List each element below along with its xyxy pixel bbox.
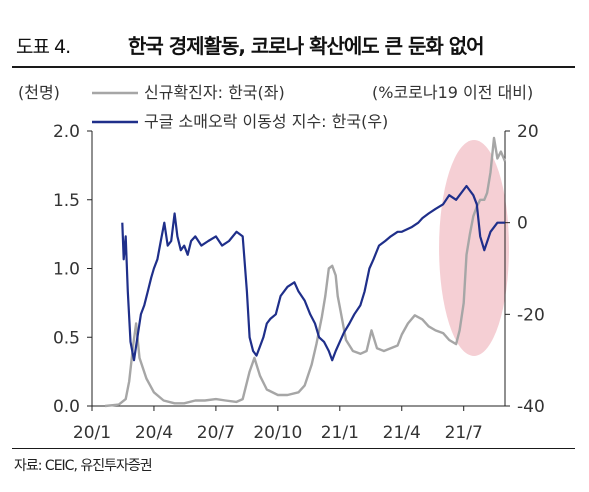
legend: 신규확진자: 한국(좌) 구글 소매오락 이동성 지수: 한국(우) (%코로나19… (92, 83, 533, 131)
left-tick-label: 0.5 (53, 328, 80, 348)
x-tick-label: 21/4 (383, 423, 421, 443)
x-tick-label: 20/4 (135, 423, 173, 443)
axes: 0.0 0.5 1.0 1.5 2.0 -40 -20 0 20 20/1 20/4 20/7 20/1… (53, 122, 545, 443)
left-tick-label: 2.0 (53, 122, 80, 142)
series-layer (104, 136, 507, 408)
right-axis-unit: (%코로나19 이전 대비) (372, 83, 533, 102)
series-line-new-cases (104, 136, 507, 408)
x-tick-label: 21/1 (321, 423, 359, 443)
source-rule (12, 448, 575, 449)
series-line-mobility (121, 184, 505, 362)
right-tick-label: -20 (517, 305, 545, 325)
source-note: 자료: CEIC, 유진투자증권 (14, 458, 153, 474)
right-tick-label: -40 (517, 397, 545, 417)
x-tick-label: 20/1 (73, 423, 111, 443)
left-axis-unit: (천명) (18, 83, 60, 102)
right-tick-label: 20 (517, 122, 539, 142)
figure-title: 한국 경제활동, 코로나 확산에도 큰 둔화 없어 (128, 34, 485, 58)
left-tick-label: 0.0 (53, 397, 80, 417)
legend-label: 구글 소매오락 이동성 지수: 한국(우) (144, 112, 388, 131)
left-tick-label: 1.0 (53, 260, 80, 280)
legend-label: 신규확진자: 한국(좌) (144, 83, 285, 102)
highlight-ellipse (439, 140, 509, 356)
highlight-layer (439, 140, 509, 356)
x-tick-label: 21/7 (445, 423, 483, 443)
figure-label: 도표 4. (16, 36, 71, 58)
x-tick-label: 20/10 (253, 423, 302, 443)
left-tick-label: 1.5 (53, 191, 80, 211)
right-tick-label: 0 (517, 214, 528, 234)
x-tick-label: 20/7 (197, 423, 235, 443)
title-rule (12, 66, 575, 68)
